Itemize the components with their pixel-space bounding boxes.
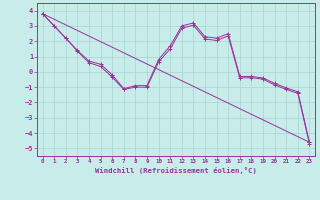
X-axis label: Windchill (Refroidissement éolien,°C): Windchill (Refroidissement éolien,°C) bbox=[95, 167, 257, 174]
